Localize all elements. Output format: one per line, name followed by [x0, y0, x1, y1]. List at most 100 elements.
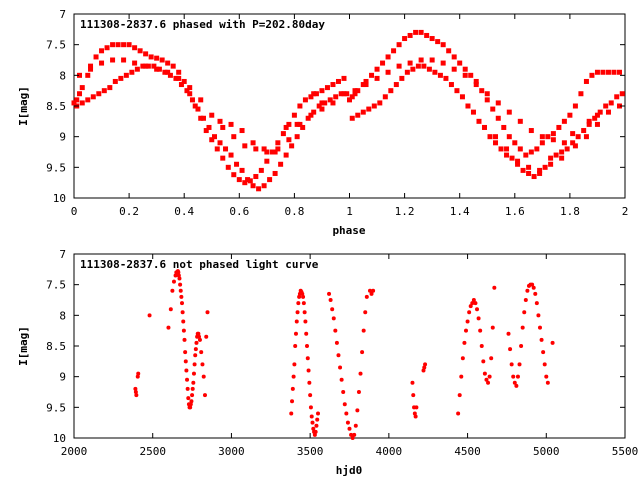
phased-data-point: [570, 140, 576, 146]
phased-data-point: [517, 146, 523, 152]
phased-data-point: [352, 88, 358, 94]
unphased-y-tick-label: 9.5: [46, 401, 66, 414]
unphased-data-point: [186, 396, 191, 401]
unphased-data-point: [308, 393, 313, 398]
unphased-data-point: [188, 402, 193, 407]
phased-x-tick-label: 0: [71, 205, 78, 218]
phased-data-point: [352, 91, 358, 97]
unphased-x-ticks: 2000 2500 3000 3500 4000 4500 5000 5500: [61, 254, 638, 458]
phased-data-point: [79, 85, 85, 91]
phased-data-point: [484, 91, 490, 97]
phased-data-point: [382, 94, 388, 100]
unphased-data-point: [361, 328, 366, 333]
phased-data-point: [581, 128, 587, 134]
unphased-x-axis-label: hjd0: [336, 464, 363, 477]
phased-data-point: [440, 42, 446, 48]
unphased-data-point: [176, 273, 181, 278]
unphased-data-point: [301, 294, 306, 299]
phased-data-point: [374, 66, 380, 72]
phased-data-point: [220, 124, 226, 130]
phased-data-point: [459, 94, 465, 100]
unphased-data-point: [534, 301, 539, 306]
unphased-data-point: [423, 362, 428, 367]
phased-data-point: [393, 82, 399, 88]
phased-data-point: [132, 45, 138, 51]
unphased-data-point: [478, 328, 483, 333]
phased-data-point: [550, 131, 556, 137]
unphased-data-point: [330, 307, 335, 312]
phased-data-point: [140, 63, 146, 69]
phased-data-point: [487, 134, 493, 140]
unphased-data-point: [168, 307, 173, 312]
unphased-light-curve-panel: 2000 2500 3000 3500 4000 4500 5000 5500 7 7.5 8 8.…: [17, 248, 638, 477]
phased-data-point: [104, 45, 110, 51]
phased-data-point: [559, 155, 565, 161]
unphased-y-tick-label: 9: [59, 371, 66, 384]
unphased-data-point: [511, 374, 516, 379]
unphased-data-point: [473, 301, 478, 306]
unphased-data-point: [349, 432, 354, 437]
phased-data-point: [553, 152, 559, 158]
phased-data-point: [272, 149, 278, 155]
phased-data-point: [184, 88, 190, 94]
phased-data-point: [143, 63, 149, 69]
phased-data-point: [586, 121, 592, 127]
phased-data-point: [283, 124, 289, 130]
phased-data-point: [327, 97, 333, 103]
unphased-data-point: [176, 270, 181, 275]
unphased-y-tick-label: 10: [53, 432, 66, 445]
phased-data-point: [338, 91, 344, 97]
unphased-y-axis-label: I[mag]: [17, 326, 30, 366]
phased-data-point: [495, 115, 501, 121]
phased-data-point: [548, 161, 554, 167]
unphased-data-point: [342, 402, 347, 407]
unphased-y-tick-label: 8: [59, 309, 66, 322]
phased-data-point: [575, 134, 581, 140]
unphased-data-point: [462, 340, 467, 345]
unphased-data-point: [533, 291, 538, 296]
unphased-data-point: [470, 301, 475, 306]
unphased-data-point: [200, 362, 205, 367]
phased-data-point: [380, 60, 386, 66]
phased-data-point: [250, 140, 256, 146]
unphased-data-point: [166, 325, 171, 330]
unphased-data-point: [536, 313, 541, 318]
unphased-y-tick-label: 7: [59, 248, 66, 261]
phased-data-point: [415, 63, 421, 69]
phased-x-tick-label: 0.2: [119, 205, 139, 218]
phased-data-point: [605, 69, 611, 75]
phased-data-point: [363, 82, 369, 88]
phased-data-point: [578, 91, 584, 97]
unphased-data-point: [525, 288, 530, 293]
phased-data-point: [319, 100, 325, 106]
phased-data-point: [501, 124, 507, 130]
phased-data-point: [223, 146, 229, 152]
phased-data-point: [203, 128, 209, 134]
phased-data-point: [517, 118, 523, 124]
phased-data-point: [355, 88, 361, 94]
phased-data-point: [421, 63, 427, 69]
phased-data-point: [220, 155, 226, 161]
unphased-x-tick-label: 5000: [533, 445, 560, 458]
unphased-data-point: [355, 408, 360, 413]
unphased-data-point: [517, 362, 522, 367]
phased-x-tick-label: 2: [622, 205, 629, 218]
phased-data-point: [429, 36, 435, 42]
unphased-data-point: [308, 405, 313, 410]
unphased-data-point: [542, 362, 547, 367]
phased-data-point: [165, 60, 171, 66]
phased-data-point: [418, 57, 424, 63]
unphased-data-point: [297, 294, 302, 299]
phased-data-point: [187, 91, 193, 97]
phased-data-point: [515, 161, 521, 167]
phased-data-point: [366, 106, 372, 112]
phased-data-point: [275, 140, 281, 146]
unphased-data-point: [292, 362, 297, 367]
phased-data-point: [446, 48, 452, 54]
phased-data-point: [154, 55, 160, 61]
phased-y-ticks: 7 7.5 8 8.5 9 9.5 10: [46, 8, 625, 205]
phased-data-point: [347, 97, 352, 103]
phased-data-point: [79, 100, 85, 106]
unphased-data-point: [184, 368, 189, 373]
unphased-data-point: [306, 368, 311, 373]
